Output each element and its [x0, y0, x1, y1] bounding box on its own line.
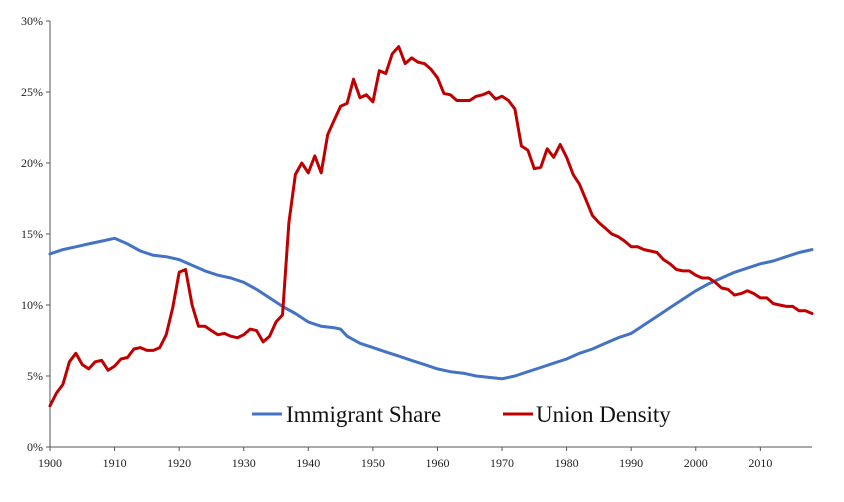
y-tick-label: 0% [27, 440, 43, 454]
x-tick-label: 1900 [38, 456, 62, 470]
y-tick-label: 20% [21, 156, 43, 170]
legend: Immigrant Share Union Density [252, 402, 671, 427]
x-tick-label: 1930 [232, 456, 256, 470]
y-tick-label: 15% [21, 227, 43, 241]
x-tick-label: 1970 [490, 456, 514, 470]
x-tick-label: 1990 [619, 456, 643, 470]
x-tick-label: 1960 [425, 456, 449, 470]
series-line-immigrant-share [48, 236, 814, 381]
x-tick-label: 1980 [555, 456, 579, 470]
legend-label-immigrant-share: Immigrant Share [286, 402, 441, 427]
x-tick-label: 2000 [684, 456, 708, 470]
legend-label-union-density: Union Density [536, 402, 671, 427]
series-lines [48, 45, 814, 408]
y-tick-label: 10% [21, 298, 43, 312]
x-tick-label: 1910 [103, 456, 127, 470]
legend-item-immigrant-share: Immigrant Share [252, 402, 441, 427]
y-tick-label: 5% [27, 369, 43, 383]
x-tick-label: 1940 [296, 456, 320, 470]
series-line-union-density [48, 45, 814, 408]
y-axis-ticks: 0% 5% 10% 15% 20% 25% 30% [21, 14, 50, 454]
y-tick-label: 30% [21, 14, 43, 28]
x-tick-label: 1920 [167, 456, 191, 470]
axes [49, 21, 812, 448]
x-tick-label: 2010 [748, 456, 772, 470]
y-tick-label: 25% [21, 85, 43, 99]
x-tick-label: 1950 [361, 456, 385, 470]
legend-item-union-density: Union Density [503, 402, 671, 427]
x-axis-ticks: 1900 1910 1920 1930 1940 1950 1960 1970 1980 1990… [38, 447, 772, 470]
